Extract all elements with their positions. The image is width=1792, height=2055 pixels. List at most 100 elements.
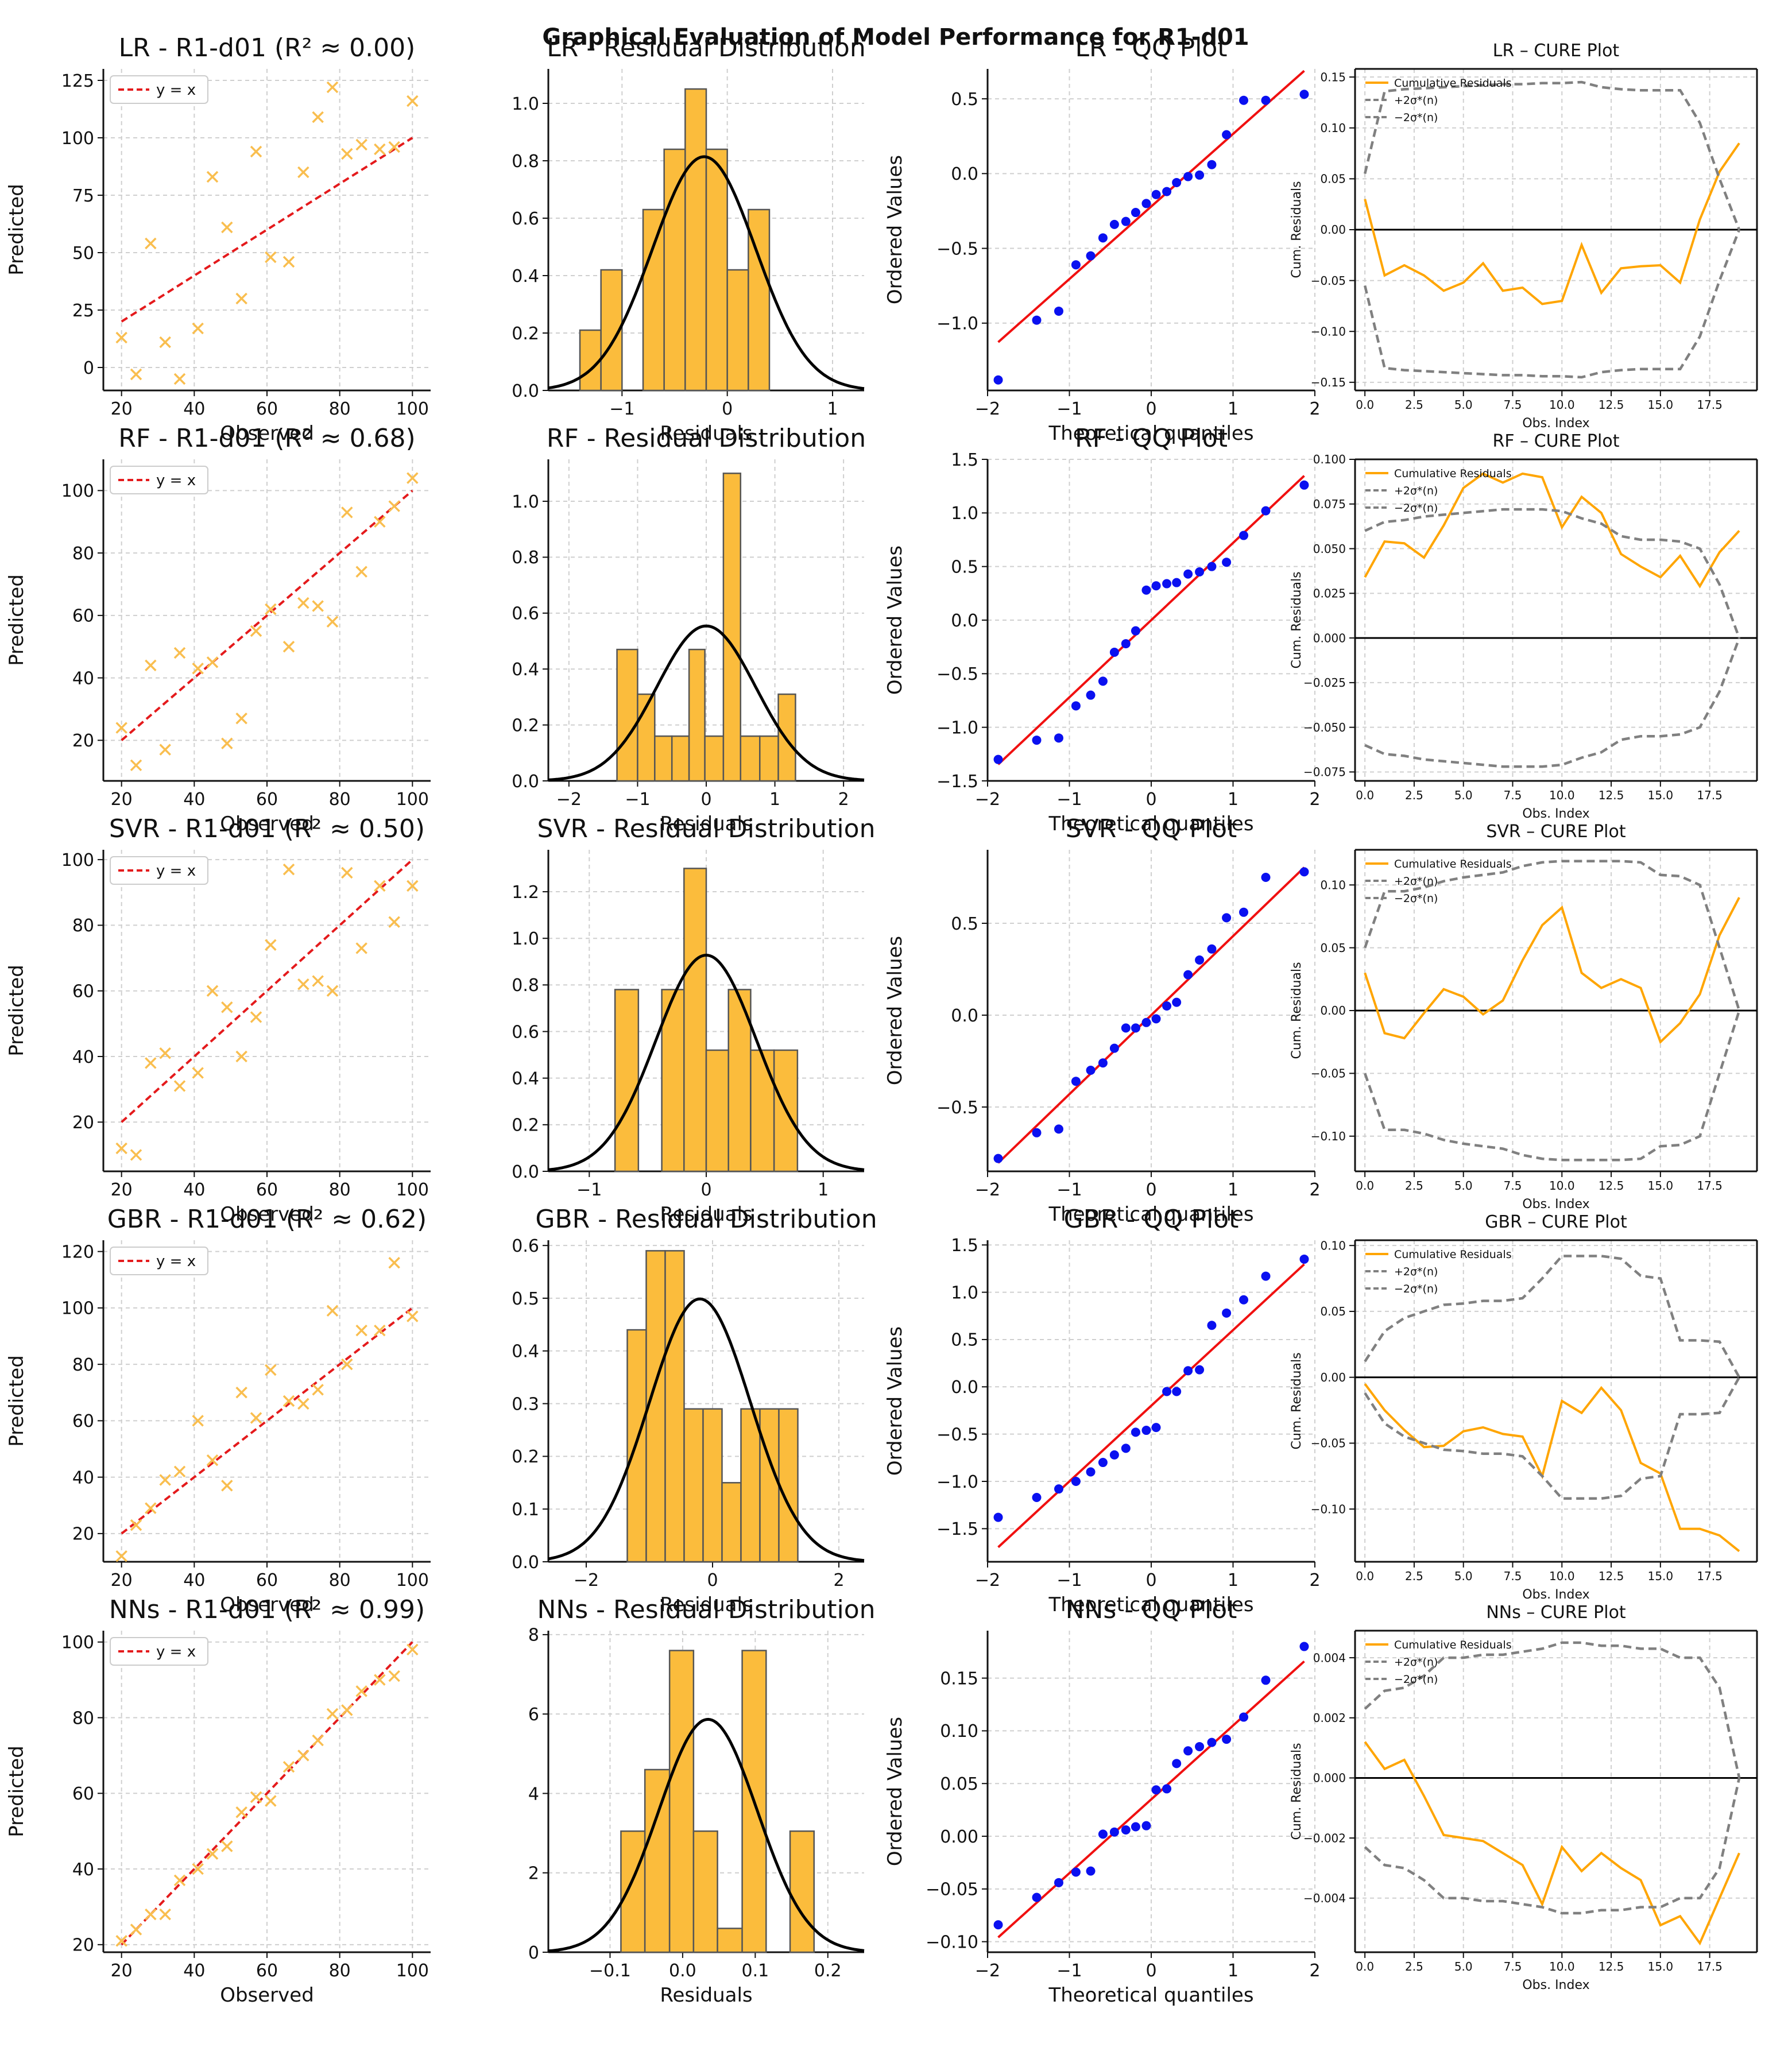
qq-point xyxy=(1109,1043,1119,1053)
y-tick-label: 6 xyxy=(528,1705,539,1725)
legend: Cumulative Residuals +2σ*(n) −2σ*(n) xyxy=(1365,77,1512,124)
y-tick-label: 0.10 xyxy=(1320,121,1346,135)
x-tick-label: −1 xyxy=(1056,1180,1082,1200)
data-point xyxy=(282,256,295,268)
marker-stroke xyxy=(235,1387,247,1399)
x-tick-label: −1 xyxy=(1056,1961,1082,1981)
marker-stroke xyxy=(115,1934,127,1947)
marker-stroke xyxy=(115,1142,127,1155)
qq-point xyxy=(1172,1759,1182,1768)
qq-point xyxy=(1162,1784,1172,1794)
x-tick-label: 7.5 xyxy=(1504,1179,1522,1193)
marker-stroke xyxy=(145,237,157,250)
chart-title: LR – CURE Plot xyxy=(1493,41,1620,61)
qq-point xyxy=(1121,1443,1131,1453)
x-tick-label: 12.5 xyxy=(1599,398,1624,412)
y-tick-label: 80 xyxy=(72,1355,94,1375)
histogram-bar xyxy=(705,148,728,392)
x-axis-label: Observed xyxy=(220,1203,314,1226)
marker-stroke xyxy=(235,1050,247,1063)
marker-stroke xyxy=(407,472,419,484)
x-tick-label: 17.5 xyxy=(1697,1179,1723,1193)
x-tick-label: 60 xyxy=(256,1570,278,1590)
x-tick-label: 17.5 xyxy=(1697,1960,1723,1973)
qq-point xyxy=(1032,315,1042,325)
legend-box xyxy=(110,856,208,885)
qq-reference-line xyxy=(997,866,1305,1164)
chart-title: SVR - QQ Plot xyxy=(1066,814,1237,843)
y-tick-label: 100 xyxy=(61,129,94,149)
normal-curve xyxy=(548,624,865,781)
qq-point xyxy=(1172,177,1182,187)
y-tick-label: 0.6 xyxy=(512,1022,539,1042)
qq-point xyxy=(1195,1741,1205,1751)
legend: y = x xyxy=(110,466,208,494)
qq-point xyxy=(1172,997,1182,1007)
x-axis-label: Residuals xyxy=(660,812,752,835)
y-tick-label: 40 xyxy=(72,668,94,688)
qq-point xyxy=(1054,733,1063,743)
qq-point xyxy=(1086,1467,1096,1477)
marker-stroke xyxy=(173,1080,186,1092)
y-tick-label: −0.5 xyxy=(936,1425,978,1445)
marker-stroke xyxy=(326,1708,339,1720)
marker-stroke xyxy=(145,1908,157,1921)
y-tick-label: 2 xyxy=(528,1864,539,1884)
histogram-bar xyxy=(668,1650,695,1953)
legend: y = x xyxy=(110,75,208,104)
marker-stroke xyxy=(374,143,386,156)
y-tick-label: −0.05 xyxy=(926,1880,978,1900)
legend-label: −2σ*(n) xyxy=(1394,1673,1438,1686)
x-tick-label: 0 xyxy=(1145,1180,1156,1200)
qq-point xyxy=(1071,1077,1081,1086)
legend-label: Cumulative Residuals xyxy=(1394,1639,1512,1651)
data-point xyxy=(192,1863,204,1875)
data-point xyxy=(388,500,400,512)
qq-reference-line xyxy=(997,475,1305,765)
marker-stroke xyxy=(265,603,277,616)
data-point xyxy=(250,1791,262,1804)
x-tick-label: 2 xyxy=(1309,1961,1320,1981)
x-tick-label: 0.0 xyxy=(1356,1569,1374,1583)
confidence-band-line xyxy=(1364,860,1741,1011)
data-point xyxy=(407,880,419,892)
legend-label: y = x xyxy=(156,862,196,880)
marker-stroke xyxy=(282,1760,295,1773)
data-point xyxy=(355,138,367,151)
y-tick-label: 0.6 xyxy=(512,209,539,229)
x-tick-label: 10.0 xyxy=(1549,1569,1575,1583)
qq-point xyxy=(1086,1066,1096,1075)
data-point xyxy=(115,722,127,734)
qq-point xyxy=(1131,1427,1140,1437)
qq-point xyxy=(1071,701,1081,711)
x-tick-label: 80 xyxy=(329,399,351,419)
x-tick-label: 5.0 xyxy=(1454,788,1473,802)
y-tick-label: 0.8 xyxy=(512,548,539,568)
legend-label: −2σ*(n) xyxy=(1394,111,1438,124)
chart-title: SVR - R1-d01 (R² ≈ 0.50) xyxy=(109,814,425,843)
y-tick-label: 0.002 xyxy=(1313,1711,1346,1725)
x-tick-label: 20 xyxy=(111,1961,133,1981)
y-tick-label: 0.5 xyxy=(951,1330,978,1350)
y-tick-label: 0.6 xyxy=(512,604,539,624)
y-axis-label: Predicted xyxy=(5,184,28,276)
x-tick-label: −1 xyxy=(1056,1570,1082,1590)
data-point xyxy=(145,1502,157,1514)
x-tick-label: 100 xyxy=(396,1570,429,1590)
data-point xyxy=(145,1908,157,1921)
data-point xyxy=(265,251,277,264)
y-tick-label: 0.0 xyxy=(951,164,978,184)
x-tick-label: 17.5 xyxy=(1697,1569,1723,1583)
y-tick-label: 100 xyxy=(61,1633,94,1653)
legend: Cumulative Residuals +2σ*(n) −2σ*(n) xyxy=(1365,1248,1512,1295)
qq-point xyxy=(1162,579,1172,589)
x-tick-label: 1 xyxy=(769,790,780,810)
y-tick-label: 80 xyxy=(72,544,94,564)
panel-svr-scatter: 20 40 60 80 100 20 40 60 80 100 SVR - R1-d01 (R² ≈… xyxy=(5,814,431,1226)
qq-point xyxy=(1195,1365,1205,1375)
qq-point xyxy=(1261,95,1271,105)
y-tick-label: 0.05 xyxy=(940,1774,978,1794)
histogram-bar xyxy=(759,735,779,782)
y-tick-label: 0.05 xyxy=(1320,172,1346,186)
